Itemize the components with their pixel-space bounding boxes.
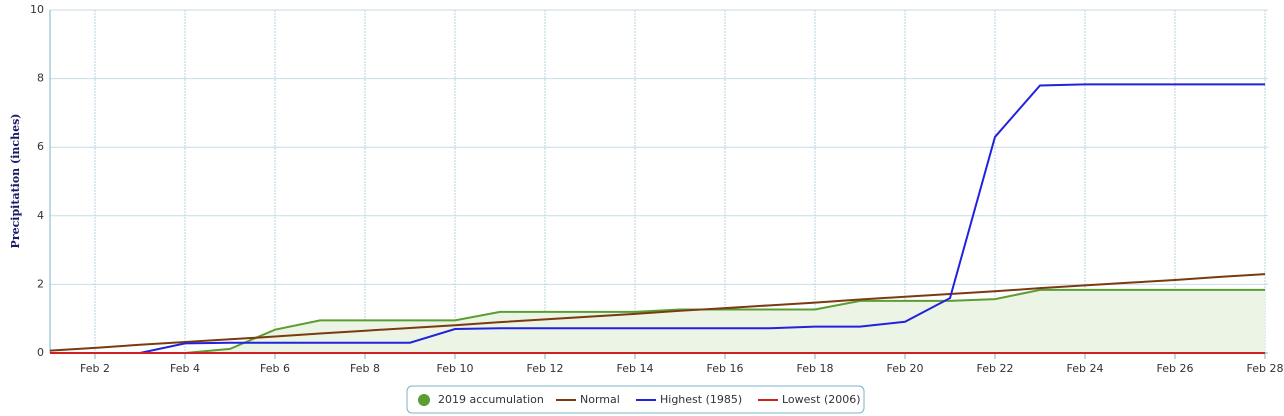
legend-box bbox=[406, 385, 865, 414]
legend-label: Normal bbox=[580, 393, 620, 406]
legend-label: 2019 accumulation bbox=[438, 393, 544, 406]
y-tick-label: 2 bbox=[37, 277, 44, 290]
y-tick-label: 10 bbox=[30, 3, 44, 16]
legend-label: Highest (1985) bbox=[660, 393, 742, 406]
legend-marker bbox=[418, 394, 430, 406]
x-tick-label: Feb 26 bbox=[1157, 362, 1194, 375]
x-tick-label: Feb 4 bbox=[170, 362, 200, 375]
area-fill bbox=[185, 289, 1265, 353]
x-tick-label: Feb 24 bbox=[1067, 362, 1104, 375]
legend-label: Lowest (2006) bbox=[782, 393, 861, 406]
y-tick-label: 0 bbox=[37, 346, 44, 359]
y-tick-label: 4 bbox=[37, 209, 44, 222]
x-tick-label: Feb 10 bbox=[437, 362, 474, 375]
series-line bbox=[49, 273, 1266, 352]
y-tick-label: 8 bbox=[37, 72, 44, 85]
series-line bbox=[50, 83, 1265, 354]
x-tick-label: Feb 18 bbox=[797, 362, 834, 375]
x-tick-label: Feb 14 bbox=[617, 362, 654, 375]
x-tick-label: Feb 22 bbox=[977, 362, 1014, 375]
x-tick-label: Feb 6 bbox=[260, 362, 290, 375]
x-tick-label: Feb 20 bbox=[887, 362, 924, 375]
x-tick-label: Feb 28 bbox=[1247, 362, 1284, 375]
x-tick-label: Feb 16 bbox=[707, 362, 744, 375]
y-tick-label: 6 bbox=[37, 140, 44, 153]
x-tick-label: Feb 12 bbox=[527, 362, 564, 375]
y-axis-title: Precipitation (inches) bbox=[9, 114, 22, 249]
x-tick-label: Feb 8 bbox=[350, 362, 380, 375]
x-tick-label: Feb 2 bbox=[80, 362, 110, 375]
series-line bbox=[184, 288, 1265, 354]
